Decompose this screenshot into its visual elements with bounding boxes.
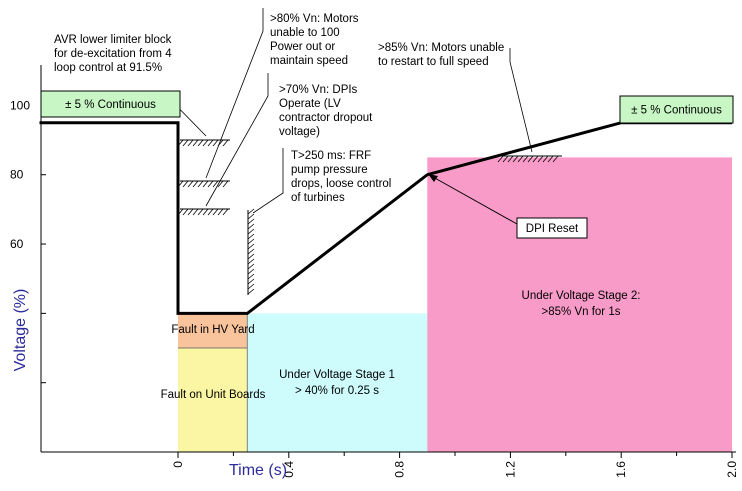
annotation-motors-80: >80% Vn: Motors unable to 100 Power out or… [270,13,359,67]
leader-dpi [205,73,269,207]
hatch-avr-limit-hash [197,139,204,147]
hatch-motors-80-hash [212,180,219,188]
hatch-avr-limit-hash [202,139,209,147]
hatch-frf-hash [247,238,255,245]
hatch-avr-limit-hash [207,139,214,147]
hatch-frf-hash [247,233,255,240]
hatch-frf-hash [247,213,255,220]
dpi-reset-arrow-head [428,174,438,182]
hatch-motors-85-hash [522,155,529,163]
y-tick-label-60: 60 [10,237,24,251]
hatch-avr-limit-hash [182,139,189,147]
axes-layer: 60 80 100 0 0.4 0.8 1.2 1.6 2.0 Time (s) Voltage (… [10,65,739,479]
hatch-frf-hash [247,278,255,285]
hatch-motors-85-hash [512,155,519,163]
hatch-dpi-70-hash [187,208,194,216]
x-tick-label-2.0: 2.0 [725,461,739,478]
hatch-motors-80-hash [222,180,229,188]
hatch-frf-hash [247,218,255,225]
dpi-reset-arrow-line [432,176,518,225]
hatch-frf-hash [247,283,255,290]
x-tick-label-1.2: 1.2 [503,461,517,478]
hatch-dpi-70-hash [192,208,199,216]
annotation-dpi-70: >70% Vn: DPIs Operate (LV contractor dropo… [279,84,373,138]
hatch-motors-85-hash [532,155,539,163]
region-fault-hv-yard-label: Fault in HV Yard [171,324,254,336]
hatch-frf-hash [247,288,255,295]
region-uv-stage-2 [427,157,732,452]
x-tick-label-0.4: 0.4 [282,461,296,478]
hatch-motors-85-hash [547,155,554,163]
x-tick-label-1.6: 1.6 [614,461,628,478]
hatch-frf-hash [247,268,255,275]
hatch-dpi-70-hash [202,208,209,216]
region-uv-stage-2-label: Under Voltage Stage 2: >85% Vn for 1s [522,290,641,318]
y-tick-label-100: 100 [10,98,30,112]
continuous-box-left-label: ± 5 % Continuous [65,99,156,111]
y-tick-label-80: 80 [10,168,24,182]
hatch-frf-hash [247,258,255,265]
hatch-frf-hash [247,273,255,280]
hatch-motors-80-hash [207,180,214,188]
hatch-motors-85-hash [517,155,524,163]
hatch-frf-hash [247,208,255,215]
hatch-motors-85-hash [502,155,509,163]
hatch-frf-hash [247,243,255,250]
hatch-frf-hash [247,228,255,235]
hatch-motors-85-hash [552,155,559,163]
leader-frf [252,148,284,214]
hatch-frf-hash [247,253,255,260]
hatch-dpi-70-hash [212,208,219,216]
leader-motors-80 [205,8,264,179]
dpi-reset-box [516,217,588,239]
y-axis-title: Voltage (%) [12,289,29,372]
text-layer: Fault in HV Yard Fault on Unit Boards Unde… [54,13,640,401]
leader-motors-85 [509,48,533,153]
hatch-motors-80-hash [202,180,209,188]
hatch-motors-85-hash [527,155,534,163]
hatch-layer [177,139,562,295]
region-uv-stage-1-label: Under Voltage Stage 1 > 40% for 0.25 s [279,369,395,397]
annotation-motors-85: >85% Vn: Motors unable to restart to full… [378,42,504,68]
continuous-box-left [40,90,181,118]
regions-layer [178,157,732,452]
hatch-dpi-70-hash [197,208,204,216]
hatch-motors-80-hash [187,180,194,188]
hatch-dpi-70-hash [217,208,224,216]
hatch-frf-hash [247,263,255,270]
hatch-motors-85-hash [542,155,549,163]
hatch-avr-limit-hash [192,139,199,147]
x-tick-label-0.8: 0.8 [393,461,407,478]
region-fault-hv-yard [178,313,248,349]
region-uv-stage-1 [247,313,428,452]
hatch-motors-85-hash [507,155,514,163]
x-tick-label-0: 0 [171,461,185,468]
hatch-motors-80-hash [182,180,189,188]
hatch-frf-hash [247,248,255,255]
hatch-motors-80-hash [217,180,224,188]
hatch-dpi-70-hash [222,208,229,216]
hatch-motors-85-hash [497,155,504,163]
hatch-motors-80-hash [197,180,204,188]
continuous-box-right [619,95,734,124]
annotation-frf: T>250 ms: FRF pump pressure drops, loose c… [291,150,391,204]
leader-lines-layer [162,8,533,214]
hatch-motors-85-hash [537,155,544,163]
hatch-dpi-70-hash [182,208,189,216]
annotation-avr-limiter: AVR lower limiter block for de-excitation… [54,34,172,74]
region-fault-unit-boards [178,348,248,452]
hatch-avr-limit-hash [187,139,194,147]
region-fault-unit-boards-label: Fault on Unit Boards [161,389,266,401]
boxes-layer: ± 5 % Continuous ± 5 % Continuous DPI Rese… [40,90,734,239]
hatch-dpi-70-hash [207,208,214,216]
hatch-avr-limit-hash [222,139,229,147]
continuous-box-right-label: ± 5 % Continuous [631,105,722,117]
hatch-avr-limit-hash [212,139,219,147]
x-axis-title: Time (s) [229,462,287,479]
hatch-frf-hash [247,223,255,230]
hatch-motors-80-hash [192,180,199,188]
dpi-reset-box-label: DPI Reset [526,223,579,235]
